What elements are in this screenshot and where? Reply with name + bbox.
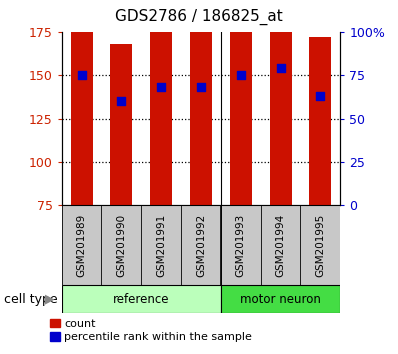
Text: reference: reference bbox=[113, 293, 170, 306]
Bar bbox=[62, 285, 221, 313]
Point bbox=[277, 65, 284, 71]
Text: GDS2786 / 186825_at: GDS2786 / 186825_at bbox=[115, 9, 283, 25]
Text: GSM201995: GSM201995 bbox=[315, 213, 326, 277]
Bar bbox=[230, 0, 252, 205]
Point bbox=[238, 72, 244, 78]
Bar bbox=[270, 0, 291, 205]
Text: GSM201990: GSM201990 bbox=[116, 213, 127, 277]
Bar bbox=[310, 37, 332, 205]
Point bbox=[317, 93, 324, 99]
Text: ▶: ▶ bbox=[45, 293, 55, 306]
Text: motor neuron: motor neuron bbox=[240, 293, 321, 306]
Point bbox=[78, 72, 85, 78]
Text: cell type: cell type bbox=[4, 293, 58, 306]
Bar bbox=[111, 44, 132, 205]
Point bbox=[198, 85, 204, 90]
Point bbox=[158, 85, 164, 90]
Text: GSM201992: GSM201992 bbox=[196, 213, 206, 277]
Text: GSM201994: GSM201994 bbox=[275, 213, 286, 277]
Bar bbox=[190, 0, 212, 205]
Bar bbox=[221, 285, 340, 313]
Point bbox=[118, 98, 125, 104]
Bar bbox=[150, 9, 172, 205]
Text: GSM201993: GSM201993 bbox=[236, 213, 246, 277]
Text: GSM201991: GSM201991 bbox=[156, 213, 166, 277]
Legend: count, percentile rank within the sample: count, percentile rank within the sample bbox=[45, 314, 257, 347]
Bar bbox=[71, 0, 92, 205]
Text: GSM201989: GSM201989 bbox=[76, 213, 87, 277]
